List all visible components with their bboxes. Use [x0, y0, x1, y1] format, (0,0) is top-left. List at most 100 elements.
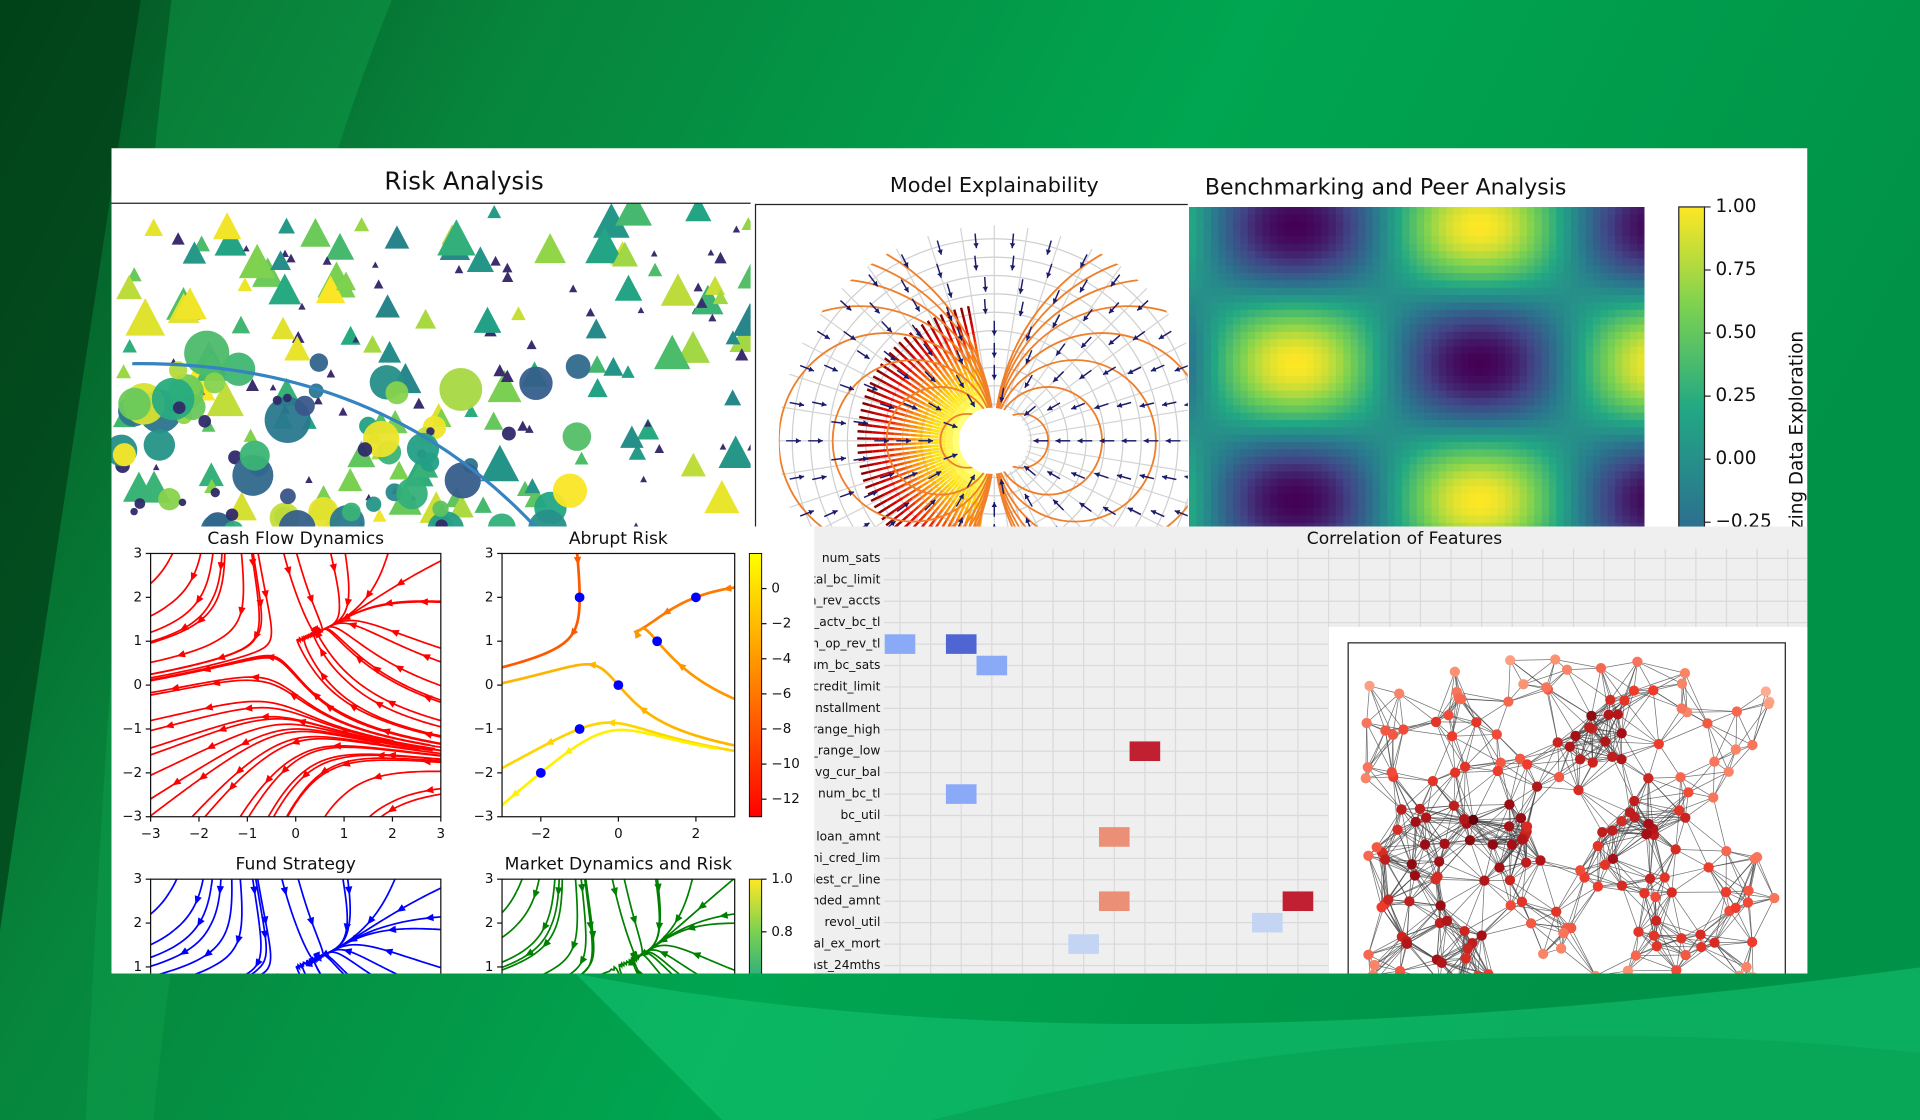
image-cell — [1541, 331, 1550, 340]
image-cell — [1519, 434, 1528, 443]
image-cell — [1593, 368, 1601, 377]
image-cell — [1196, 434, 1205, 443]
image-cell — [1446, 493, 1454, 502]
image-cell — [1306, 493, 1315, 502]
heat-stroke — [859, 415, 867, 420]
scatter-circle — [130, 507, 138, 516]
image-cell — [1438, 309, 1447, 318]
image-cell — [1424, 236, 1432, 245]
image-cell — [1607, 273, 1616, 281]
image-cell — [1475, 258, 1484, 267]
image-cell — [1526, 383, 1535, 392]
image-cell — [1321, 412, 1330, 421]
quiver-head — [937, 272, 943, 278]
image-cell — [1571, 251, 1579, 259]
image-cell — [1629, 361, 1638, 370]
image-cell — [1460, 251, 1469, 259]
quiver-head — [991, 330, 997, 336]
image-cell — [1247, 302, 1256, 311]
heat-stroke — [908, 501, 916, 509]
image-cell — [1475, 493, 1484, 502]
image-cell — [1548, 375, 1557, 384]
image-cell — [1328, 515, 1337, 524]
image-cell — [1563, 493, 1572, 502]
image-cell — [1512, 419, 1521, 428]
image-cell — [1357, 251, 1366, 259]
heat-stroke — [915, 509, 923, 517]
heat-stroke — [960, 414, 968, 422]
scatter-triangle — [714, 251, 727, 264]
image-cell — [1277, 221, 1285, 230]
image-cell — [1490, 442, 1499, 450]
image-cell — [1284, 442, 1293, 450]
image-cell — [1225, 500, 1234, 509]
heat-stroke — [890, 486, 898, 493]
image-cell — [1203, 486, 1212, 494]
scatter-triangle — [322, 256, 332, 265]
image-cell — [1637, 346, 1645, 355]
heat-stroke — [954, 475, 962, 483]
quiver-head — [795, 438, 801, 444]
image-cell — [1343, 508, 1352, 516]
image-cell — [1402, 412, 1410, 421]
image-cell — [1490, 368, 1499, 377]
heat-stroke — [887, 510, 895, 517]
streamline — [150, 719, 262, 756]
stream-arrow — [261, 589, 269, 600]
streamline — [150, 637, 166, 644]
scatter-triangle — [707, 249, 715, 256]
image-cell — [1512, 353, 1521, 362]
image-cell — [1247, 434, 1256, 443]
image-cell — [1313, 236, 1322, 245]
image-cell — [1548, 508, 1557, 516]
image-cell — [1321, 317, 1330, 325]
stream-arrow — [238, 606, 246, 616]
image-cell — [1277, 442, 1285, 450]
image-cell — [1306, 515, 1315, 524]
image-cell — [1203, 522, 1212, 527]
image-cell — [1291, 449, 1300, 458]
image-cell — [1468, 397, 1476, 406]
heat-stroke — [916, 434, 924, 438]
image-cell — [1519, 390, 1528, 399]
image-cell — [1379, 361, 1388, 370]
streamline — [210, 879, 214, 888]
image-cell — [1372, 508, 1381, 516]
image-cell — [1365, 287, 1374, 296]
image-cell — [1615, 412, 1623, 421]
image-cell — [1519, 331, 1528, 340]
heat-stroke — [911, 416, 920, 421]
image-cell — [1526, 214, 1535, 223]
scatter-triangle — [704, 275, 726, 295]
heat-stroke — [945, 447, 954, 452]
image-cell — [1313, 522, 1322, 527]
image-cell — [1600, 206, 1609, 215]
image-cell — [1394, 361, 1403, 370]
image-cell — [1350, 295, 1359, 303]
image-cell — [1321, 368, 1330, 377]
image-cell — [1541, 309, 1550, 318]
image-cell — [1343, 273, 1352, 281]
heat-stroke — [908, 351, 916, 359]
image-cell — [1526, 221, 1535, 230]
image-cell — [1460, 221, 1469, 230]
image-cell — [1563, 412, 1572, 421]
image-cell — [1548, 251, 1557, 259]
image-cell — [1409, 243, 1418, 252]
image-cell — [1343, 295, 1352, 303]
image-cell — [1578, 456, 1587, 465]
image-cell — [1218, 331, 1227, 340]
image-cell — [1247, 206, 1256, 215]
image-cell — [1394, 317, 1403, 325]
streamline — [245, 926, 262, 974]
scatter-triangle — [704, 479, 740, 514]
network-edge — [1655, 892, 1673, 921]
image-cell — [1306, 405, 1315, 414]
image-cell — [1482, 500, 1491, 509]
image-cell — [1571, 522, 1579, 527]
image-cell — [1512, 295, 1521, 303]
image-cell — [1615, 302, 1623, 311]
image-cell — [1585, 412, 1594, 421]
image-cell — [1299, 280, 1308, 289]
heat-stroke — [913, 337, 920, 346]
